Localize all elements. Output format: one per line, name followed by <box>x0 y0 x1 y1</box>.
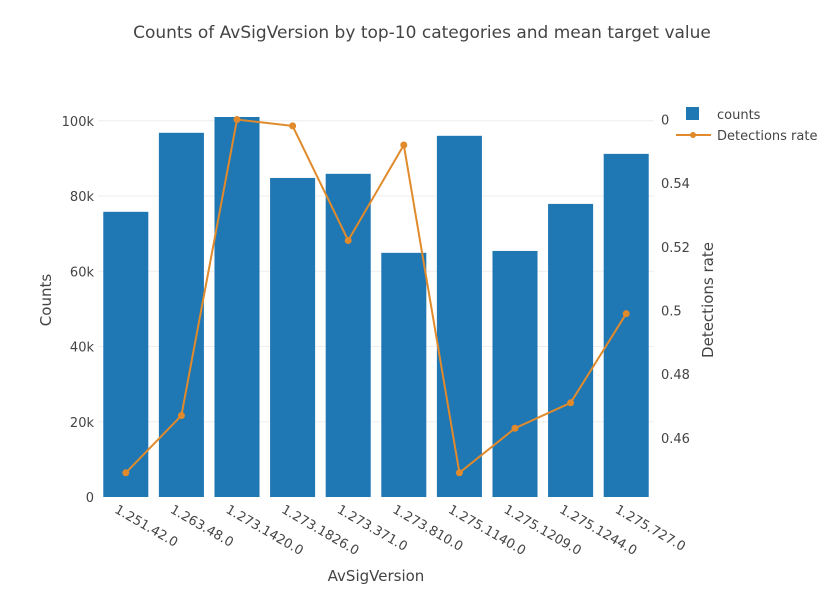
y-tick-label: 40k <box>70 341 95 356</box>
bar-counts <box>492 250 538 497</box>
bar-counts <box>214 117 260 497</box>
point-detections-rate <box>233 116 241 124</box>
y2-tick-label: 0.48 <box>661 368 690 383</box>
point-detections-rate <box>400 141 408 149</box>
y-tick-label: 80k <box>70 190 95 205</box>
y2-axis-label: Detections rate <box>699 242 717 358</box>
y-axis-label: Counts <box>37 274 55 327</box>
point-detections-rate <box>344 236 352 244</box>
bar-counts <box>381 252 427 497</box>
y2-tick-label: 0 <box>661 114 669 129</box>
bar-counts <box>103 211 149 497</box>
point-detections-rate <box>289 122 297 130</box>
y-tick-label: 0 <box>86 491 94 506</box>
x-axis-label: AvSigVersion <box>328 567 425 585</box>
bar-counts <box>158 132 204 497</box>
point-detections-rate <box>622 310 630 318</box>
y2-tick-label: 0.5 <box>661 305 682 320</box>
point-detections-rate <box>455 469 463 477</box>
y2-tick-label: 0.52 <box>661 241 690 256</box>
y-tick-label: 20k <box>70 416 95 431</box>
legend-swatch-counts <box>686 107 699 120</box>
bar-counts <box>325 173 371 497</box>
point-detections-rate <box>511 424 519 432</box>
legend-label-detections[interactable]: Detections rate <box>717 129 817 144</box>
y2-tick-label: 0.54 <box>661 177 690 192</box>
legend-label-counts[interactable]: counts <box>717 108 761 123</box>
point-detections-rate <box>177 412 185 420</box>
legend-marker-detections <box>690 132 696 138</box>
bar-counts <box>270 177 316 497</box>
line-detections-rate <box>125 118 628 475</box>
chart-title: Counts of AvSigVersion by top-10 categor… <box>133 23 711 43</box>
point-detections-rate <box>122 469 130 477</box>
bar-counts <box>548 203 594 497</box>
y2-tick-label: 0.46 <box>661 432 690 447</box>
y-tick-label: 60k <box>70 265 95 280</box>
bar-counts <box>436 135 482 497</box>
y-tick-label: 100k <box>62 115 95 130</box>
point-detections-rate <box>567 399 575 407</box>
legend[interactable]: counts Detections rate <box>676 107 817 144</box>
bar-counts <box>603 153 649 498</box>
